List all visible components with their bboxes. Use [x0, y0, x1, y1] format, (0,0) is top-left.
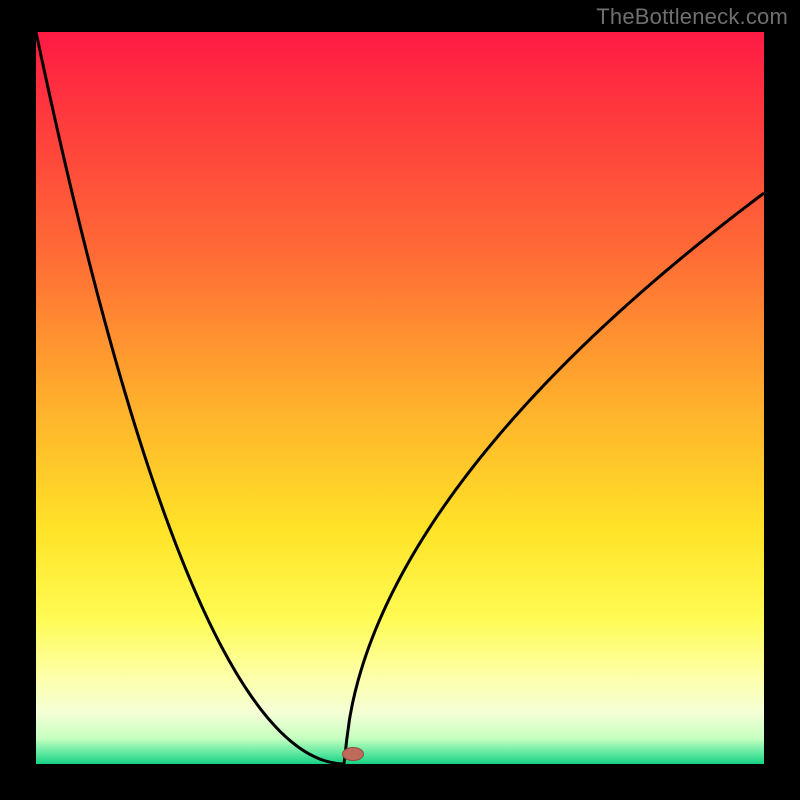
curve-path [36, 32, 764, 764]
optimal-marker [342, 747, 364, 761]
bottleneck-curve [36, 32, 764, 764]
plot-area [36, 32, 764, 764]
watermark-text: TheBottleneck.com [596, 4, 788, 30]
